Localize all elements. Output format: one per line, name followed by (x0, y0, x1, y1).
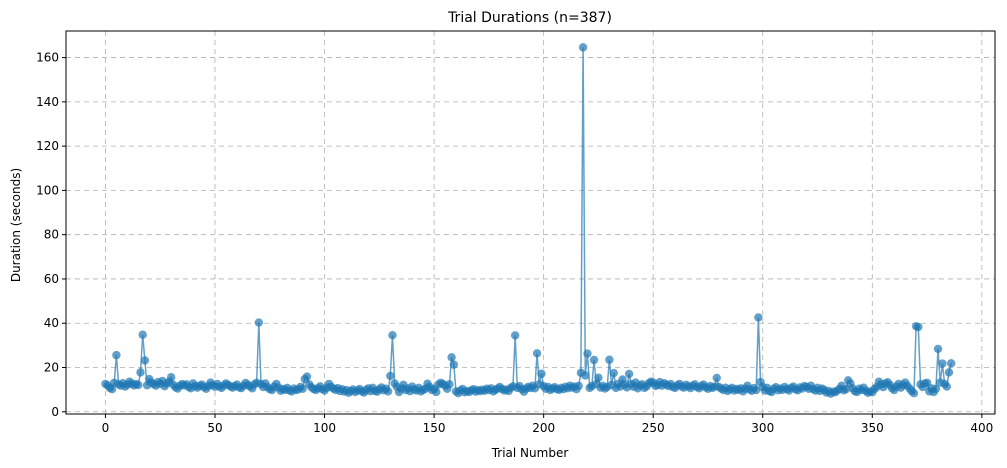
x-axis-ticks: 0 50 100 150 200 250 300 350 400 (102, 414, 993, 435)
y-tick-label: 20 (44, 361, 59, 375)
data-point (136, 368, 145, 377)
data-points-group (101, 43, 956, 398)
data-point (609, 368, 618, 378)
chart-title: Trial Durations (n=387) (447, 10, 612, 26)
data-point (605, 355, 614, 364)
data-point (946, 359, 956, 368)
data-point (254, 318, 264, 327)
data-point (944, 368, 954, 377)
y-tick-label: 100 (36, 183, 59, 197)
x-tick-label: 0 (102, 421, 110, 435)
y-tick-label: 140 (36, 95, 59, 109)
y-axis-ticks: 0 20 40 60 80 100 120 140 160 (36, 51, 66, 419)
series-line-group (105, 47, 952, 395)
x-tick-label: 250 (642, 421, 665, 435)
x-tick-label: 300 (751, 421, 774, 435)
data-point (510, 331, 520, 340)
data-point (386, 371, 395, 381)
series-line (105, 47, 952, 395)
x-tick-label: 350 (861, 421, 884, 435)
y-tick-label: 40 (44, 316, 59, 330)
data-point (134, 380, 143, 390)
data-point (445, 380, 454, 389)
data-point (298, 384, 307, 393)
data-point (841, 385, 851, 394)
x-axis-label: Trial Number (491, 446, 569, 460)
data-point (138, 330, 147, 339)
x-tick-label: 400 (970, 421, 993, 435)
data-point (383, 387, 393, 396)
data-point (931, 384, 941, 394)
data-point (712, 373, 721, 383)
x-tick-label: 100 (313, 421, 336, 435)
data-point (594, 373, 603, 382)
y-tick-label: 60 (44, 272, 59, 286)
y-tick-label: 80 (44, 228, 59, 242)
data-point (537, 369, 546, 378)
y-tick-label: 0 (51, 405, 59, 419)
x-tick-label: 200 (532, 421, 555, 435)
data-point (574, 381, 583, 391)
data-point (532, 349, 542, 358)
y-axis-label: Duration (seconds) (9, 168, 23, 282)
data-point (624, 369, 634, 379)
data-point (447, 353, 456, 362)
y-tick-label: 160 (36, 51, 59, 65)
data-point (388, 330, 397, 340)
data-point (914, 322, 923, 332)
data-point (942, 382, 951, 391)
data-point (166, 373, 176, 382)
data-point (578, 43, 588, 52)
data-point (140, 356, 150, 365)
data-point (754, 313, 763, 322)
data-point (583, 349, 592, 358)
x-tick-label: 150 (423, 421, 446, 435)
data-point (449, 360, 459, 369)
data-point (909, 388, 919, 398)
data-point (112, 350, 121, 360)
data-point (107, 385, 117, 394)
x-tick-label: 50 (207, 421, 222, 435)
data-point (581, 371, 590, 380)
data-point (751, 385, 761, 395)
data-point (589, 355, 599, 365)
data-point (938, 359, 947, 368)
plot-frame (65, 30, 996, 415)
y-tick-label: 120 (36, 139, 59, 153)
grid-lines (66, 31, 995, 414)
data-point (933, 344, 943, 354)
data-point (302, 372, 312, 381)
data-point (432, 387, 441, 397)
